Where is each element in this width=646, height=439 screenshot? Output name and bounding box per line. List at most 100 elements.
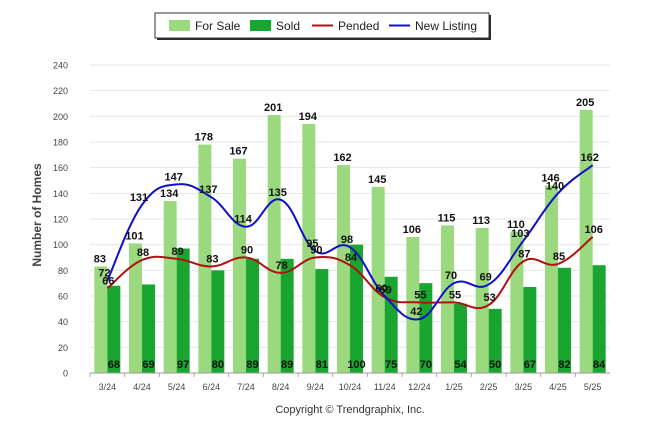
line-new-listing bbox=[106, 164, 594, 321]
axis-layer: 0 20 40 60 80 100 120 140 160 180 200 220 240 3/24 4/2… bbox=[53, 61, 610, 392]
bar-for-sale bbox=[475, 227, 489, 373]
data-label-new-listing: 98 bbox=[341, 234, 353, 246]
data-label-for-sale: 162 bbox=[333, 152, 351, 164]
bar-layer bbox=[94, 109, 606, 374]
line-pended bbox=[106, 236, 594, 310]
data-label-for-sale: 167 bbox=[229, 146, 247, 158]
data-label-sold: 100 bbox=[347, 359, 365, 371]
y-tick-label: 120 bbox=[53, 215, 68, 225]
data-label-pended: 84 bbox=[345, 252, 358, 264]
bar-sold bbox=[142, 284, 155, 373]
data-label-new-listing: 70 bbox=[445, 270, 457, 282]
x-tick-label: 3/25 bbox=[515, 382, 533, 392]
x-tick-label: 4/24 bbox=[133, 382, 151, 392]
x-tick-label: 11/24 bbox=[374, 382, 396, 392]
y-tick-label: 200 bbox=[53, 112, 68, 122]
data-label-pended: 55 bbox=[449, 289, 461, 301]
bar-for-sale bbox=[406, 236, 420, 373]
data-label-new-listing: 95 bbox=[306, 238, 318, 250]
x-tick-label: 5/24 bbox=[168, 382, 186, 392]
data-label-for-sale: 134 bbox=[160, 188, 179, 200]
bar-sold bbox=[280, 258, 294, 373]
data-label-pended: 66 bbox=[102, 275, 114, 287]
y-tick-label: 220 bbox=[53, 86, 68, 96]
x-tick-label: 6/24 bbox=[203, 382, 221, 392]
x-tick-label: 7/24 bbox=[237, 382, 255, 392]
data-label-pended: 87 bbox=[518, 248, 530, 260]
data-label-pended: 59 bbox=[380, 284, 392, 296]
y-axis-title: Number of Homes bbox=[30, 163, 44, 267]
legend-label-for-sale: For Sale bbox=[195, 19, 241, 33]
bar-for-sale bbox=[267, 115, 281, 374]
legend-swatch-sold bbox=[250, 20, 271, 31]
x-tick-label: 10/24 bbox=[339, 382, 362, 392]
label-layer: 83 101 134 178 167 201 194 162 145 106 115 113 110 14… bbox=[94, 97, 606, 371]
data-label-new-listing: 72 bbox=[98, 268, 110, 280]
data-label-sold: 69 bbox=[142, 359, 154, 371]
bar-for-sale bbox=[129, 243, 142, 373]
data-label-pended: 88 bbox=[137, 247, 149, 259]
bar-for-sale bbox=[510, 231, 524, 373]
x-tick-label: 3/24 bbox=[99, 382, 117, 392]
data-label-sold: 50 bbox=[489, 359, 501, 371]
bar-for-sale bbox=[233, 158, 246, 373]
legend-label-new-listing: New Listing bbox=[415, 19, 477, 33]
data-label-for-sale: 205 bbox=[576, 97, 594, 109]
data-label-for-sale: 146 bbox=[541, 173, 559, 185]
bar-sold bbox=[176, 248, 190, 373]
data-label-new-listing: 147 bbox=[164, 171, 182, 183]
bar-sold bbox=[454, 303, 467, 373]
x-tick-label: 9/24 bbox=[307, 382, 325, 392]
data-label-sold: 81 bbox=[316, 359, 328, 371]
bar-for-sale bbox=[371, 186, 385, 373]
data-label-for-sale: 201 bbox=[264, 102, 282, 114]
data-label-sold: 89 bbox=[281, 359, 293, 371]
y-tick-label: 80 bbox=[58, 266, 68, 276]
y-tick-label: 40 bbox=[58, 317, 68, 327]
legend-swatch-for-sale bbox=[169, 20, 190, 31]
data-label-pended: 90 bbox=[241, 245, 253, 257]
data-label-sold: 82 bbox=[558, 359, 570, 371]
data-label-for-sale: 106 bbox=[403, 224, 421, 236]
bar-for-sale bbox=[198, 144, 212, 373]
data-label-new-listing: 42 bbox=[410, 306, 422, 318]
data-label-sold: 80 bbox=[212, 359, 224, 371]
data-label-new-listing: 162 bbox=[580, 152, 598, 164]
data-label-pended: 55 bbox=[414, 289, 426, 301]
data-label-new-listing: 103 bbox=[511, 228, 529, 240]
bar-sold bbox=[488, 308, 502, 373]
y-tick-label: 140 bbox=[53, 189, 68, 199]
x-tick-label: 4/25 bbox=[549, 382, 567, 392]
x-tick-label: 8/24 bbox=[272, 382, 290, 392]
data-label-pended: 85 bbox=[553, 251, 565, 263]
y-tick-label: 240 bbox=[53, 61, 68, 71]
legend: For Sale Sold Pended New Listing bbox=[154, 12, 491, 40]
legend-label-pended: Pended bbox=[338, 19, 379, 33]
data-label-for-sale: 145 bbox=[368, 174, 386, 186]
x-tick-label: 12/24 bbox=[408, 382, 431, 392]
bar-for-sale bbox=[545, 185, 558, 373]
bar-for-sale bbox=[579, 109, 593, 374]
data-label-for-sale: 115 bbox=[438, 212, 456, 224]
data-label-new-listing: 60 bbox=[376, 283, 388, 295]
data-label-new-listing: 114 bbox=[234, 214, 253, 226]
y-tick-label: 160 bbox=[53, 163, 68, 173]
data-label-new-listing: 137 bbox=[199, 184, 217, 196]
data-label-pended: 53 bbox=[484, 292, 496, 304]
data-label-new-listing: 140 bbox=[546, 180, 564, 192]
data-label-sold: 67 bbox=[524, 359, 536, 371]
data-label-pended: 78 bbox=[276, 260, 288, 272]
data-label-sold: 68 bbox=[108, 359, 120, 371]
data-label-sold: 89 bbox=[246, 359, 258, 371]
y-tick-label: 20 bbox=[58, 343, 68, 353]
y-tick-label: 180 bbox=[53, 138, 68, 148]
bar-sold bbox=[592, 265, 606, 373]
data-label-pended: 89 bbox=[172, 246, 184, 258]
x-tick-label: 2/25 bbox=[480, 382, 498, 392]
bar-sold bbox=[211, 270, 225, 373]
data-label-new-listing: 131 bbox=[130, 192, 148, 204]
x-tick-label: 5/25 bbox=[584, 382, 602, 392]
x-tick-label: 1/25 bbox=[445, 382, 463, 392]
